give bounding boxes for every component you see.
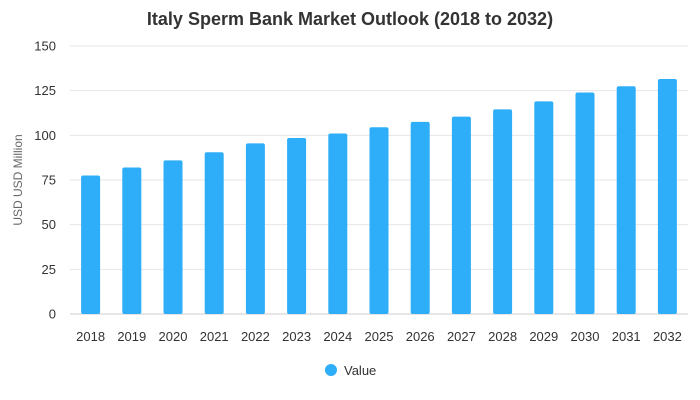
bar-2030[interactable] [575,92,595,314]
bar-2029[interactable] [534,101,554,314]
y-axis-ticks: 0 25 50 75 100 125 150 [34,39,56,322]
bar-2020[interactable] [163,160,183,314]
x-tick-label: 2026 [406,329,435,344]
bar-2026[interactable] [410,121,430,315]
x-tick-label: 2019 [117,329,146,344]
legend[interactable]: Value [325,363,376,378]
x-tick-label: 2024 [323,329,352,344]
x-tick-label: 2025 [365,329,394,344]
y-tick-label: 125 [34,83,56,98]
bar-2019[interactable] [122,167,142,314]
bar-2025[interactable] [369,127,389,314]
x-tick-label: 2018 [76,329,105,344]
x-tick-label: 2031 [612,329,641,344]
x-tick-label: 2027 [447,329,476,344]
bar-2023[interactable] [287,138,307,314]
bar-2024[interactable] [328,133,348,314]
bar-2021[interactable] [204,152,224,314]
bars [81,79,677,315]
y-tick-label: 0 [49,307,56,322]
x-tick-label: 2028 [488,329,517,344]
legend-label: Value [344,363,376,378]
x-tick-label: 2029 [529,329,558,344]
bar-2018[interactable] [81,175,101,314]
x-tick-label: 2020 [159,329,188,344]
chart-title: Italy Sperm Bank Market Outlook (2018 to… [147,9,553,29]
y-tick-label: 50 [42,217,56,232]
x-tick-label: 2022 [241,329,270,344]
y-tick-label: 150 [34,39,56,54]
x-tick-label: 2032 [653,329,682,344]
bar-2022[interactable] [245,143,265,314]
y-axis-label: USD USD Million [11,134,25,225]
y-tick-label: 25 [42,262,56,277]
x-tick-label: 2023 [282,329,311,344]
y-tick-label: 100 [34,128,56,143]
x-tick-label: 2030 [571,329,600,344]
x-axis-ticks: 2018 2019 2020 2021 2022 2023 2024 2025 2026 2027… [76,329,682,344]
y-tick-label: 75 [42,173,56,188]
bar-2032[interactable] [657,79,677,314]
legend-marker-icon [325,364,337,376]
bar-2028[interactable] [493,109,513,315]
x-tick-label: 2021 [200,329,229,344]
bar-2031[interactable] [616,86,636,314]
bar-2027[interactable] [451,116,471,314]
